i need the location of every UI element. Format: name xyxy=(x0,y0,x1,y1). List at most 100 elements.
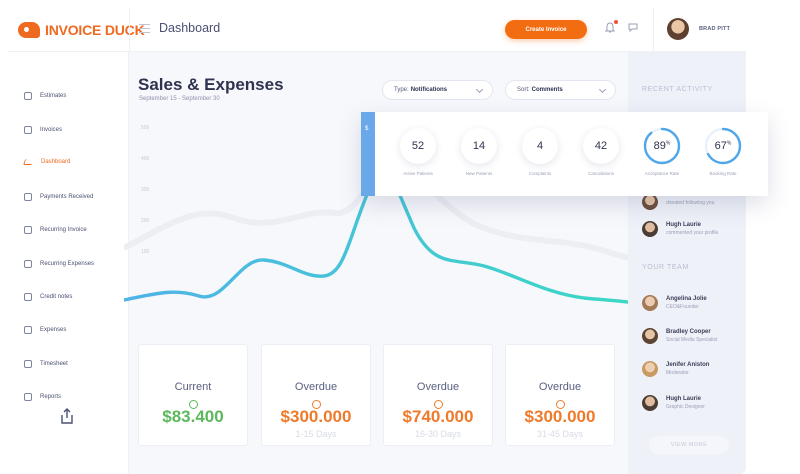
team-member[interactable]: Angelina Jolie CEO&Founder xyxy=(642,295,707,311)
card-title: Overdue xyxy=(416,381,460,393)
team-member[interactable]: Hugh Laurie Graphic Designer xyxy=(642,395,705,411)
create-invoice-button[interactable]: Create Invoice xyxy=(505,20,587,39)
stat-acceptance-rate: 89% Acceptance Rate xyxy=(637,127,687,176)
sidebar xyxy=(8,52,129,474)
sidebar-item-estimates[interactable]: Estimates xyxy=(24,92,66,100)
avatar xyxy=(642,328,658,344)
brand-name: INVOICE DUCK xyxy=(45,22,145,38)
invoice-card-overdue-3[interactable]: Overdue $300.000 31-45 Days xyxy=(505,344,615,446)
card-range: 31-45 Days xyxy=(536,429,584,439)
stat-label: Complaints xyxy=(528,171,552,176)
team-member[interactable]: Jenifer Aniston Moderator xyxy=(642,361,709,377)
date-range: September 15 - September 30 xyxy=(139,96,220,102)
document-icon xyxy=(24,360,32,368)
stat-value: 67% xyxy=(715,140,732,152)
brand-logo[interactable]: INVOICE DUCK xyxy=(18,22,145,38)
type-filter-value: Notifications xyxy=(410,87,448,93)
card-title: Overdue xyxy=(294,381,338,393)
card-status-icon xyxy=(189,400,198,409)
invoice-card-overdue-2[interactable]: Overdue $740.000 16-30 Days xyxy=(383,344,493,446)
type-filter-prefix: Type: xyxy=(394,87,409,93)
stat-label: Booking Rate xyxy=(709,171,737,176)
dollar-icon: $ xyxy=(365,126,369,132)
sidebar-item-invoices[interactable]: Invoices xyxy=(24,126,62,134)
team-member-name: Bradley Cooper xyxy=(666,329,711,335)
progress-ring xyxy=(704,127,742,165)
avatar xyxy=(642,395,658,411)
stat-complaints: 4 Complaints xyxy=(515,128,565,176)
user-icon xyxy=(24,193,32,201)
stats-popup: $ 52 Active Patients 14 New Patients 4 C… xyxy=(361,112,768,196)
user-avatar[interactable] xyxy=(667,18,689,40)
stat-value: 4 xyxy=(522,128,558,164)
sort-filter-dropdown[interactable]: Sort: Comments xyxy=(505,80,616,100)
stat-value: 52 xyxy=(400,128,436,164)
sidebar-item-expenses[interactable]: Expenses xyxy=(24,326,66,334)
gear-icon xyxy=(24,260,32,268)
chart-title: Sales & Expenses xyxy=(138,75,284,94)
stat-new-patients: 14 New Patients xyxy=(454,128,504,176)
sidebar-item-label: Expenses xyxy=(40,327,67,333)
sidebar-item-label: Credit notes xyxy=(40,294,73,300)
chevron-down-icon xyxy=(475,85,484,94)
sidebar-item-dashboard[interactable]: Dashboard xyxy=(22,159,71,165)
your-team-heading: YOUR TEAM xyxy=(642,264,689,271)
divider xyxy=(129,8,130,52)
team-member-name: Jenifer Aniston xyxy=(666,362,710,368)
duck-logo-icon xyxy=(18,22,40,38)
trend-icon xyxy=(22,159,35,165)
sort-filter-prefix: Sort: xyxy=(517,87,530,93)
team-member-name: Hugh Laurie xyxy=(666,396,702,402)
stat-cancelations: 42 Cancelations xyxy=(576,128,626,176)
progress-ring xyxy=(643,127,681,165)
sidebar-item-label: Timesheet xyxy=(40,361,68,367)
y-tick-label: 100 xyxy=(141,249,150,255)
team-member[interactable]: Bradley Cooper Social Media Specialist xyxy=(642,328,717,344)
user-icon xyxy=(24,293,32,301)
chat-icon[interactable] xyxy=(628,23,638,32)
share-icon[interactable] xyxy=(60,408,74,424)
team-member-role: Graphic Designer xyxy=(666,404,705,410)
stat-number: 89 xyxy=(653,140,666,152)
sidebar-item-recurring-invoice[interactable]: Recurring Invoice xyxy=(24,226,87,234)
menu-icon[interactable] xyxy=(139,24,150,33)
stat-ring: 67% xyxy=(704,127,742,165)
folder-icon xyxy=(24,226,32,234)
recent-activity-heading: RECENT ACTIVITY xyxy=(642,86,713,93)
y-tick-label: 200 xyxy=(141,218,150,224)
card-value: $300.000 xyxy=(524,407,596,426)
sidebar-item-recurring-expenses[interactable]: Recurring Expenses xyxy=(24,260,94,268)
avatar xyxy=(642,295,658,311)
activity-item[interactable]: donated following you xyxy=(642,194,714,210)
activity-item[interactable]: Hugh Laurie commented your profile xyxy=(642,221,718,237)
user-name[interactable]: BRAD PITT xyxy=(699,26,731,32)
page-title: Dashboard xyxy=(159,21,221,35)
document-icon xyxy=(24,393,32,401)
stat-value: 89% xyxy=(654,140,671,152)
sidebar-item-reports[interactable]: Reports xyxy=(24,393,61,401)
invoice-card-overdue-1[interactable]: Overdue $300.000 1-15 Days xyxy=(261,344,371,446)
sidebar-item-label: Estimates xyxy=(40,93,67,99)
stats-handle[interactable]: $ xyxy=(361,112,375,196)
sidebar-item-label: Reports xyxy=(40,394,62,400)
copy-icon xyxy=(24,126,32,134)
type-filter-dropdown[interactable]: Type: Notifications xyxy=(382,80,493,100)
stat-label: Active Patients xyxy=(403,171,433,176)
y-tick-label: 300 xyxy=(141,187,150,193)
sidebar-item-label: Recurring Invoice xyxy=(40,227,87,233)
invoice-card-current[interactable]: Current $83.400 xyxy=(138,344,248,446)
bell-icon[interactable] xyxy=(605,22,615,34)
view-more-button[interactable]: VIEW MORE xyxy=(649,436,729,454)
sidebar-item-credit-notes[interactable]: Credit notes xyxy=(24,293,72,301)
card-status-icon xyxy=(312,400,321,409)
sidebar-item-payments-received[interactable]: Payments Received xyxy=(24,193,93,201)
stat-label: Cancelations xyxy=(587,171,614,176)
card-title: Current xyxy=(174,381,212,393)
card-value: $740.000 xyxy=(402,407,474,426)
card-range: 16-30 Days xyxy=(414,429,462,439)
sidebar-item-label: Dashboard xyxy=(41,159,71,165)
notification-dot xyxy=(614,20,618,24)
team-member-role: Moderator xyxy=(666,370,689,376)
team-member-name: Angelina Jolie xyxy=(666,296,707,302)
sidebar-item-timesheet[interactable]: Timesheet xyxy=(24,360,68,368)
